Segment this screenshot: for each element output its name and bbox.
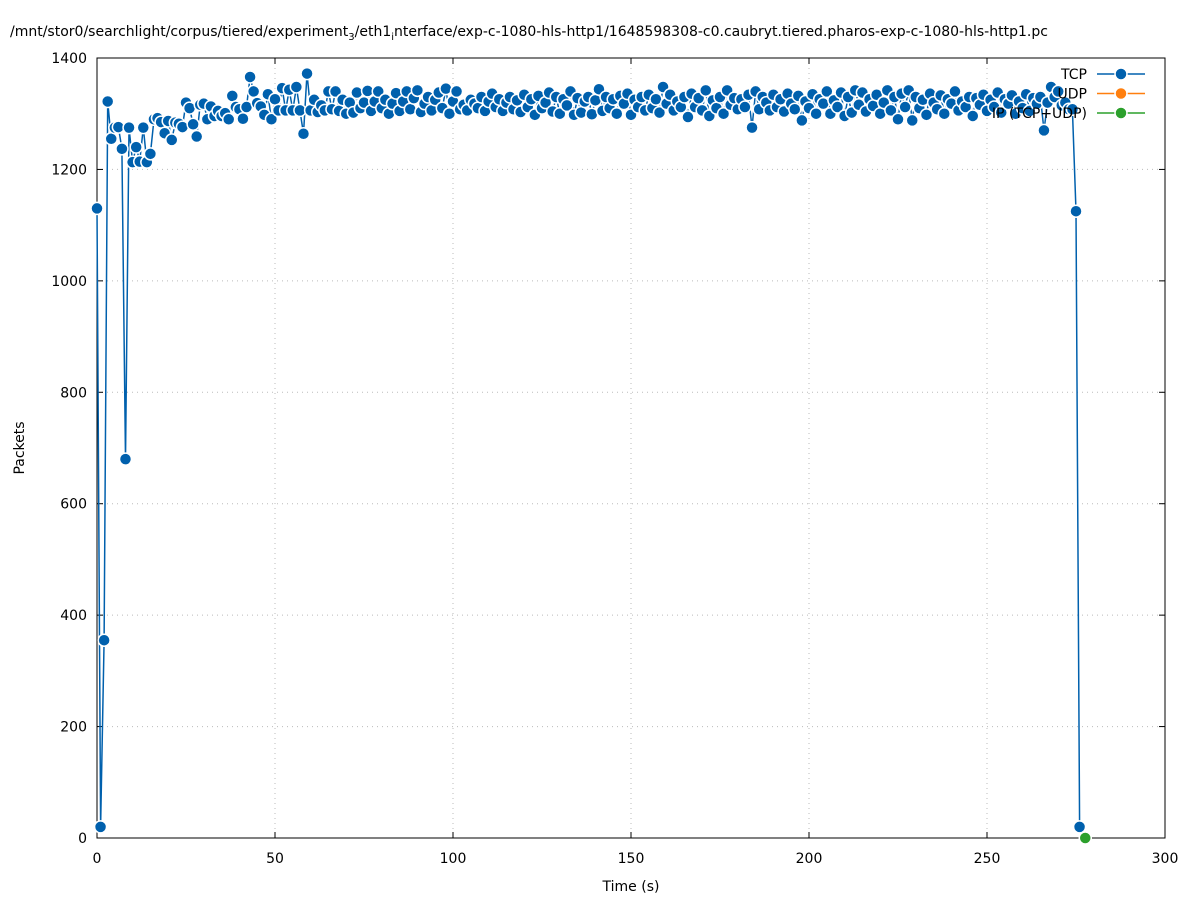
data-point [610, 106, 624, 121]
data-point [300, 66, 314, 81]
y-tick-label: 200 [60, 720, 87, 736]
data-point [966, 109, 980, 123]
title-part: /eth1 [355, 24, 392, 40]
data-point [1069, 204, 1083, 218]
data-point [1078, 831, 1093, 845]
series-line [96, 73, 1081, 827]
data-point [97, 633, 111, 647]
x-tick-label: 0 [93, 851, 102, 867]
data-point [905, 113, 919, 128]
data-point [93, 820, 108, 834]
title-part: /mnt/stor0/searchlight/corpus/tiered/exp… [10, 24, 349, 40]
data-point [884, 103, 898, 118]
legend-label: IP (TCP+UDP) [992, 106, 1087, 122]
legend-marker [1114, 67, 1128, 81]
data-point [898, 100, 912, 114]
y-tick-label: 1200 [51, 162, 87, 178]
data-point [809, 106, 823, 121]
data-point [1065, 102, 1080, 117]
data-point [118, 452, 133, 466]
data-point [122, 120, 136, 135]
data-point [449, 84, 464, 99]
y-tick-label: 600 [60, 497, 87, 513]
data-point [820, 84, 834, 99]
data-point [738, 100, 752, 114]
data-point [236, 111, 250, 126]
data-point [795, 113, 809, 128]
data-point [189, 129, 204, 144]
y-tick-label: 400 [60, 608, 87, 624]
chart-title: /mnt/stor0/searchlight/corpus/tiered/exp… [10, 24, 1048, 43]
y-tick-label: 0 [78, 831, 87, 847]
x-tick-label: 300 [1152, 851, 1179, 867]
data-point [129, 140, 143, 154]
legend-label: TCP [1060, 67, 1087, 83]
title-part: 3 [348, 32, 354, 43]
data-point [165, 133, 179, 147]
data-point [225, 89, 240, 103]
y-tick-label: 800 [60, 385, 87, 401]
x-tick-label: 200 [796, 851, 823, 867]
data-point [115, 142, 129, 156]
data-point [788, 102, 802, 117]
plot-frame [96, 57, 1166, 839]
title-part: nterface/exp-c-1080-hls-http1/1648598308… [394, 24, 1048, 40]
data-point [410, 83, 425, 98]
data-point [699, 83, 713, 98]
data-point [268, 92, 282, 106]
data-point [243, 70, 257, 84]
data-point [948, 84, 962, 99]
data-point [136, 120, 151, 135]
data-point [186, 117, 200, 132]
data-point [560, 98, 574, 113]
data-point [328, 84, 343, 99]
data-point [830, 100, 845, 114]
data-point [264, 112, 279, 127]
data-point [100, 94, 115, 109]
legend-marker [1114, 86, 1128, 101]
legend-marker [1114, 106, 1128, 120]
data-point [1072, 820, 1087, 834]
data-point [221, 112, 236, 127]
y-axis-label: Packets [12, 421, 28, 474]
data-point [994, 105, 1008, 120]
y-tick-label: 1000 [51, 274, 87, 290]
data-point [143, 147, 158, 161]
data-point [1051, 84, 1065, 99]
data-point [716, 106, 731, 121]
data-point [90, 201, 104, 216]
data-point [371, 84, 385, 99]
data-point [937, 106, 952, 121]
x-axis-label: Time (s) [602, 879, 660, 895]
data-point [891, 112, 905, 127]
legend-label: UDP [1058, 87, 1087, 103]
data-point [919, 108, 934, 122]
data-point [104, 132, 118, 146]
data-point [289, 80, 304, 94]
data-point [745, 120, 759, 135]
data-point [1037, 123, 1051, 138]
x-tick-label: 150 [618, 851, 645, 867]
x-tick-label: 100 [440, 851, 467, 867]
data-point [246, 84, 261, 99]
data-point [652, 105, 667, 120]
title-part: i [391, 32, 394, 43]
data-point [681, 110, 695, 124]
x-tick-label: 250 [974, 851, 1001, 867]
data-point [296, 127, 311, 141]
x-tick-label: 50 [266, 851, 284, 867]
data-point [553, 106, 567, 121]
y-tick-label: 1400 [51, 51, 87, 67]
